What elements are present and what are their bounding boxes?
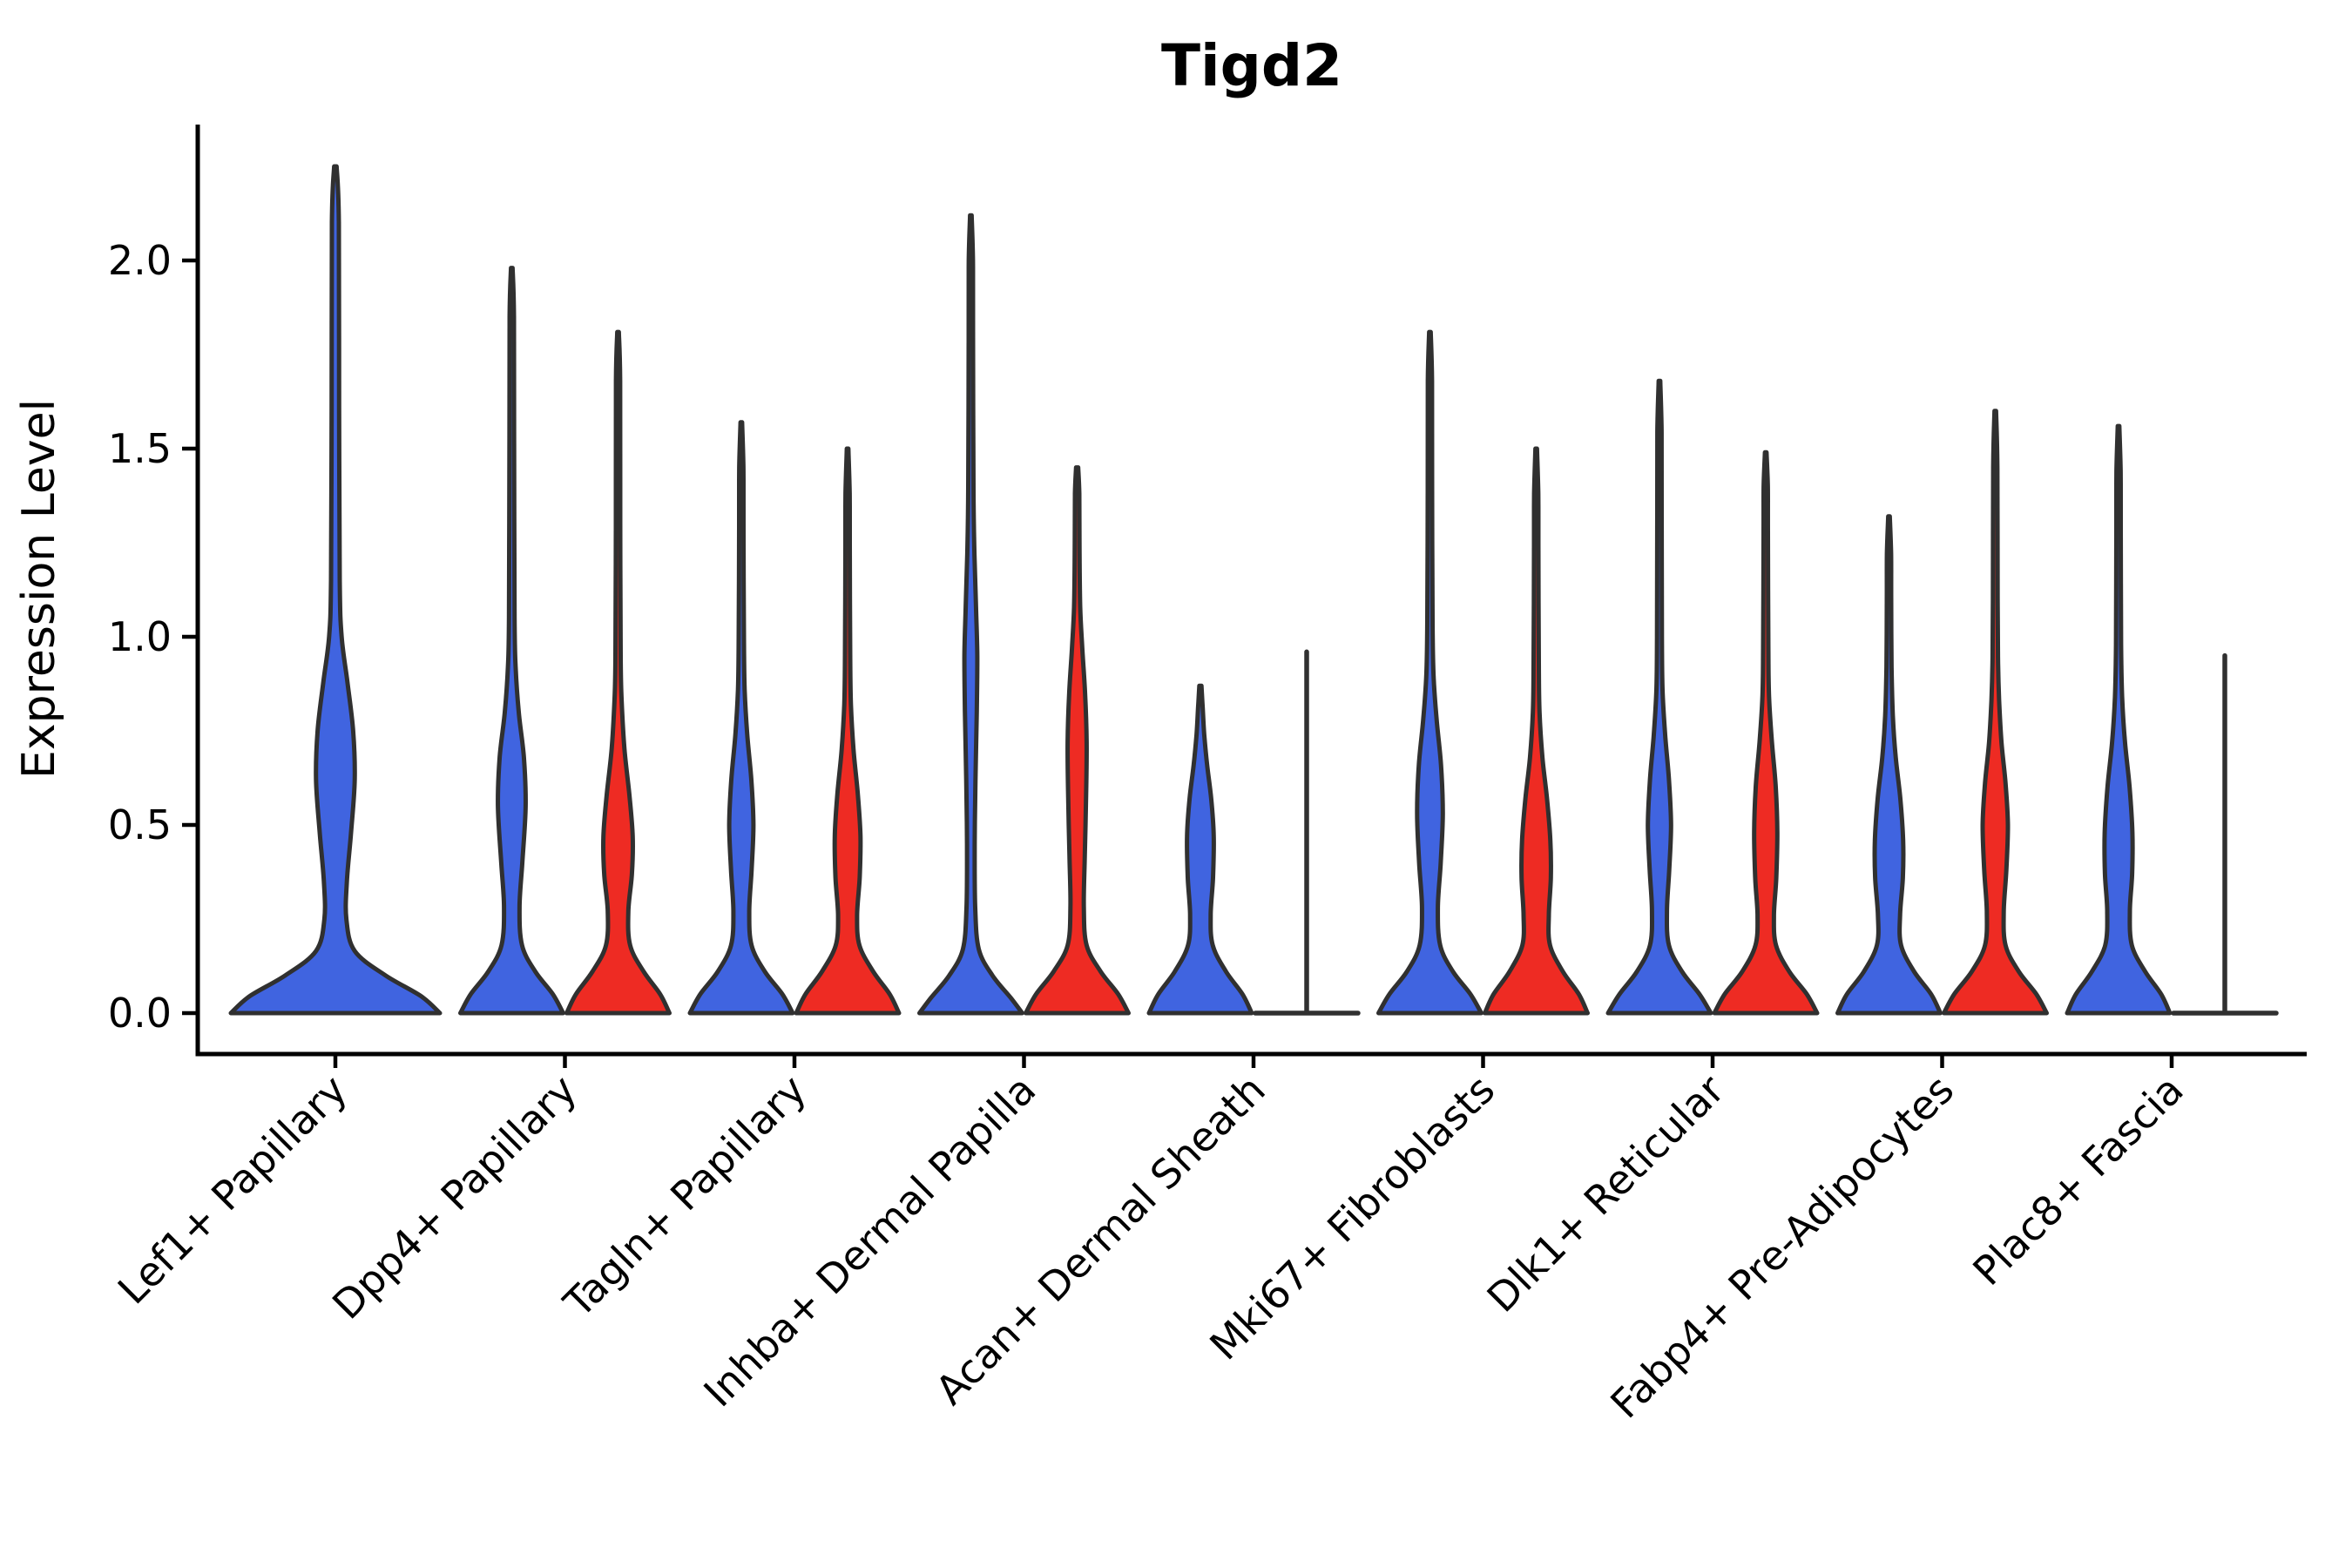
x-tick-label: Lef1+ Papillary — [109, 1066, 356, 1314]
violin-fabp4-pre-adipocytes-group-blue — [1835, 514, 1943, 1016]
violin-fabp4-pre-adipocytes-group-red — [1942, 409, 2049, 1016]
y-axis-label: Expression Level — [13, 399, 65, 779]
violin-inhba-dermal-papilla-group-red — [1024, 465, 1131, 1016]
x-tick-label: Tagln+ Papillary — [554, 1066, 815, 1328]
violin-tagln-papillary-group-red — [794, 446, 902, 1016]
violin-line-acan-dermal-sheath-group-red — [1253, 649, 1361, 1016]
violin-lef1-papillary-group-blue — [228, 164, 443, 1016]
x-tick-label: Dpp4+ Papillary — [323, 1066, 585, 1328]
violin-dlk1-reticular-group-blue — [1605, 378, 1713, 1016]
violin-dpp4-papillary-group-red — [564, 329, 672, 1016]
y-tick-label: 1.0 — [108, 613, 172, 660]
x-tick-label: Plac8+ Fascia — [1963, 1066, 2192, 1294]
violin-acan-dermal-sheath-group-blue — [1146, 683, 1254, 1016]
x-tick-label: Dlk1+ Reticular — [1478, 1066, 1734, 1321]
chart-title: Tigd2 — [1161, 32, 1342, 99]
violins-layer — [228, 164, 2279, 1016]
violin-mki67-fibroblasts-group-blue — [1376, 329, 1484, 1016]
violin-dlk1-reticular-group-red — [1712, 449, 1820, 1016]
violin-tagln-papillary-group-blue — [687, 420, 795, 1016]
y-tick-label: 0.0 — [108, 990, 172, 1037]
violin-line-plac8-fascia-group-red — [2171, 652, 2279, 1016]
y-tick-label: 0.5 — [108, 801, 172, 848]
violin-mki67-fibroblasts-group-red — [1483, 446, 1590, 1016]
violin-plac8-fascia-group-blue — [2065, 423, 2173, 1016]
y-tick-label: 1.5 — [108, 425, 172, 472]
y-tick-label: 2.0 — [108, 237, 172, 284]
violin-dpp4-papillary-group-blue — [458, 266, 565, 1016]
violin-inhba-dermal-papilla-group-blue — [917, 213, 1024, 1016]
